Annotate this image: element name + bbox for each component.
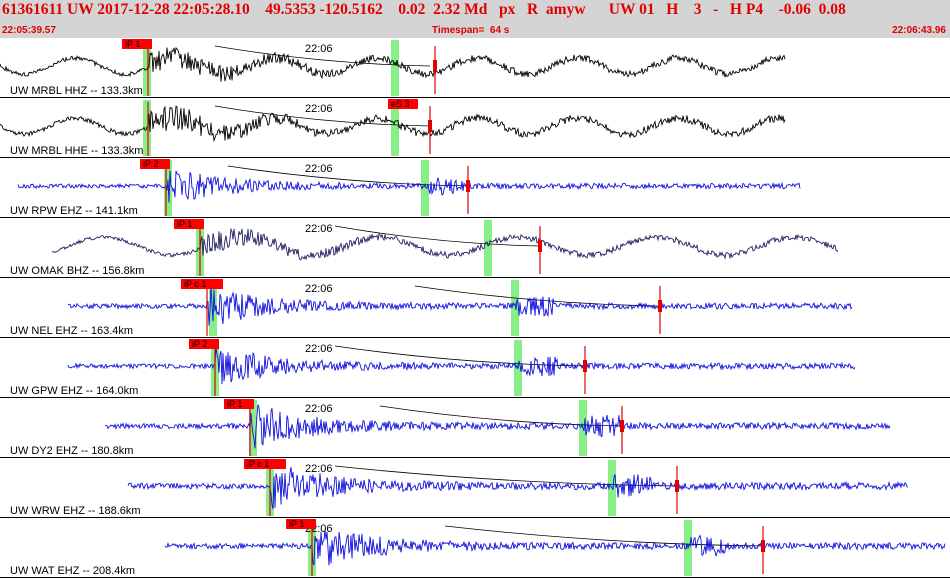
trace-row[interactable]: 22:06 iP 2 UW RPW EHZ -- 141.1km: [0, 159, 950, 218]
pick-label-box[interactable]: [122, 39, 152, 49]
pick-label-box[interactable]: [286, 519, 316, 529]
trace-row[interactable]: 22:06 iP c 1 UW WRW EHZ -- 188.6km: [0, 459, 950, 518]
travel-time-curve: [214, 45, 431, 67]
travel-time-curve: [334, 225, 541, 247]
phase-window: [484, 220, 492, 276]
time-tick-label: 22:06: [305, 43, 333, 55]
trace-row[interactable]: 22:06 eS 3 UW MRBL HHE -- 133.3km: [0, 99, 950, 158]
pick-label-box[interactable]: [224, 399, 254, 409]
phase-marker-tick: [583, 360, 587, 372]
trace-row[interactable]: 22:06 iP 1 UW MRBL HHZ -- 133.3km: [0, 39, 950, 98]
time-tick-label: 22:06: [305, 223, 333, 235]
waveform[interactable]: [51, 227, 839, 261]
phase-marker-tick: [658, 300, 662, 312]
event-header: 61361611 UW 2017-12-28 22:05:28.10 49.53…: [0, 0, 950, 24]
phase-window: [511, 280, 519, 336]
travel-time-curve: [334, 345, 586, 367]
waveform[interactable]: [0, 46, 786, 82]
waveform[interactable]: [164, 529, 946, 566]
trace-row[interactable]: 22:06 iP 1 UW DY2 EHZ -- 180.8km: [0, 399, 950, 458]
waveform[interactable]: [67, 284, 853, 326]
time-tick-label: 22:06: [305, 463, 333, 475]
time-tick-label: 22:06: [305, 103, 333, 115]
trace-row[interactable]: 22:06 iP 2 UW GPW EHZ -- 164.0km: [0, 339, 950, 398]
travel-time-curve: [379, 405, 623, 427]
pick-label: iP c 1: [184, 279, 206, 289]
waveform[interactable]: [17, 170, 801, 203]
timespan-label: Timespan= 64 s: [432, 25, 510, 36]
waveform[interactable]: [0, 105, 786, 143]
phase-marker-tick: [620, 420, 624, 432]
pick-label: iP c 1: [247, 459, 269, 469]
pick-label-box[interactable]: [244, 459, 286, 469]
pick-label-box[interactable]: [140, 159, 170, 169]
phase-window: [249, 400, 257, 456]
travel-time-curve: [414, 285, 661, 307]
phase-marker-tick: [466, 180, 470, 192]
station-label: UW WRW EHZ -- 188.6km: [10, 505, 141, 517]
time-bar: [0, 24, 950, 38]
phase-window: [391, 100, 399, 156]
event-summary: 61361611 UW 2017-12-28 22:05:28.10 49.53…: [2, 1, 846, 18]
station-label: UW GPW EHZ -- 164.0km: [10, 385, 138, 397]
window-end-time: 22:06:43.96: [892, 25, 946, 36]
waveform[interactable]: [104, 404, 891, 449]
time-tick-label: 22:06: [305, 403, 333, 415]
phase-marker-tick: [433, 60, 437, 72]
station-label: UW MRBL HHZ -- 133.3km: [10, 85, 143, 97]
station-label: UW RPW EHZ -- 141.1km: [10, 205, 138, 217]
window-start-time: 22:05:39.57: [2, 25, 56, 36]
waveform[interactable]: [67, 346, 856, 385]
time-tick-label: 22:06: [305, 343, 333, 355]
waveform[interactable]: [127, 467, 909, 509]
phase-window: [391, 40, 399, 96]
phase-marker-tick: [675, 480, 679, 492]
station-label: UW DY2 EHZ -- 180.8km: [10, 445, 133, 457]
phase-marker-tick: [538, 240, 542, 252]
pick-label: eS 3: [391, 99, 410, 109]
pick-label-box[interactable]: [174, 219, 204, 229]
pick-label-box[interactable]: [189, 339, 219, 349]
pick-label: iP 1: [177, 219, 192, 229]
station-label: UW MRBL HHE -- 133.3km: [10, 145, 143, 157]
phase-marker-tick: [761, 540, 765, 552]
station-label: UW OMAK BHZ -- 156.8km: [10, 265, 144, 277]
pick-label: iP 2: [143, 159, 158, 169]
trace-row[interactable]: 22:06 iP c 1 UW NEL EHZ -- 163.4km: [0, 279, 950, 338]
travel-time-curve: [334, 465, 678, 487]
pick-label: iP 1: [125, 39, 140, 49]
station-label: UW WAT EHZ -- 208.4km: [10, 565, 135, 577]
seismogram-panel[interactable]: 22:06 iP 1 UW MRBL HHZ -- 133.3km 22:06 eS 3…: [0, 38, 950, 580]
time-tick-label: 22:06: [305, 283, 333, 295]
pick-label-box[interactable]: [181, 279, 223, 289]
pick-label: iP 1: [289, 519, 304, 529]
trace-row[interactable]: 22:06 iP 1 UW OMAK BHZ -- 156.8km: [0, 219, 950, 278]
time-tick-label: 22:06: [305, 163, 333, 175]
station-label: UW NEL EHZ -- 163.4km: [10, 325, 133, 337]
phase-marker-tick: [428, 120, 432, 132]
pick-label: iP 2: [192, 339, 207, 349]
pick-label-box[interactable]: [388, 99, 418, 109]
pick-label: iP 1: [227, 399, 242, 409]
phase-window: [421, 160, 429, 216]
